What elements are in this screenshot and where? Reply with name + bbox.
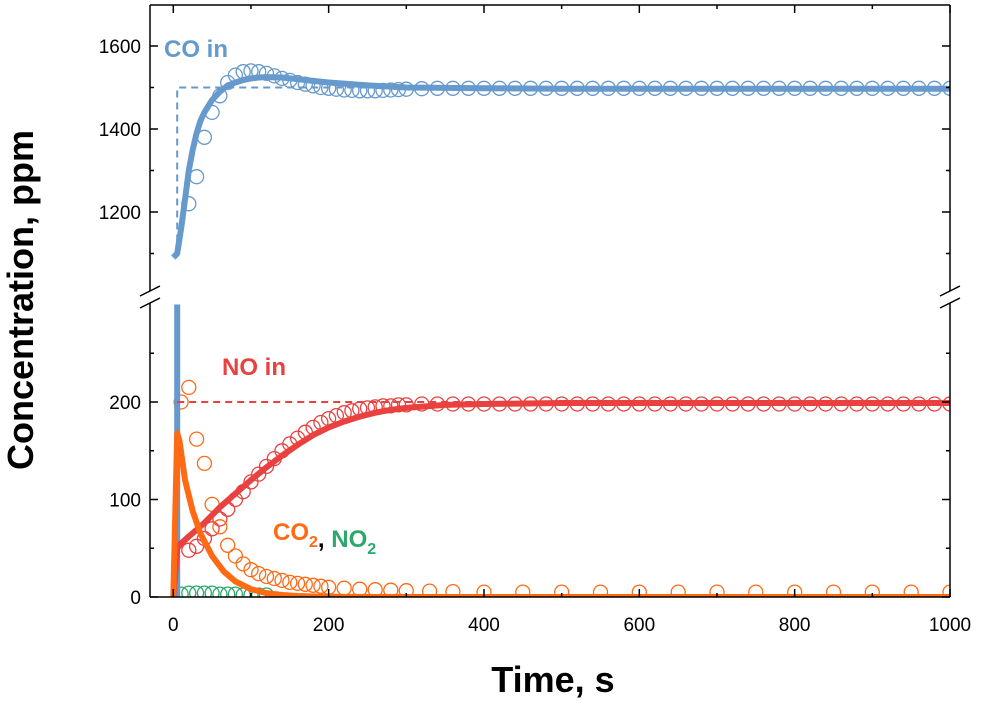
products-annotation: CO2, NO2	[273, 519, 376, 558]
x-tick-label: 1000	[929, 615, 971, 636]
co-fit-line	[171, 74, 950, 260]
no2-measured-point	[212, 586, 228, 597]
co2-measured-point	[942, 584, 950, 597]
co2-measured-point	[903, 584, 919, 597]
co2-measured-point	[289, 575, 306, 592]
co2-measured-point	[251, 565, 267, 582]
no-measured-point	[204, 521, 220, 537]
x-tick-label: 800	[779, 615, 811, 636]
no-fit-line	[170, 400, 950, 597]
co2-measured-point	[398, 583, 414, 597]
y-lower-tick-label: 0	[130, 588, 141, 609]
co2-measured-point	[196, 455, 213, 472]
co2-measured-point	[787, 584, 803, 597]
no-measured-point	[181, 542, 197, 558]
x-tick-label: 400	[468, 615, 500, 636]
co2-measured-point	[282, 574, 298, 591]
no-measured-point	[188, 538, 205, 554]
y-upper-tick-label: 1600	[99, 37, 141, 58]
co2-measured-point	[227, 548, 244, 564]
co-annotation: CO in	[164, 36, 228, 63]
no2-measured-point	[227, 586, 244, 597]
no-annotation-text: NO in	[222, 354, 286, 381]
y-upper-tick-label: 1200	[99, 203, 141, 224]
co2-measured-point	[421, 583, 438, 597]
lower-plot-area	[170, 304, 950, 597]
co2-measured-point	[825, 584, 842, 597]
no-measured-point	[390, 397, 407, 413]
co2-fit-line	[170, 430, 950, 597]
co2-measured-point	[592, 584, 609, 597]
axis-break-mark	[939, 297, 961, 309]
co2-measured-point	[297, 576, 313, 592]
no2-measured-point	[188, 585, 205, 597]
y-lower-tick-label: 100	[109, 491, 141, 512]
co2-measured-point	[266, 570, 282, 587]
no2-measured-point	[181, 585, 197, 597]
axis-break-mark	[139, 297, 161, 309]
y-upper-tick-label: 1400	[99, 120, 141, 141]
co2-measured-point	[709, 584, 725, 597]
no-measured-point	[212, 511, 228, 527]
co2-measured-point	[864, 584, 880, 597]
axis-break-mark	[939, 285, 961, 297]
no2-annotation-subscript: 2	[367, 541, 376, 558]
no-measured-point	[258, 458, 275, 475]
no2-measured-point	[220, 586, 236, 597]
co2-measured-point	[258, 568, 275, 585]
no-measured-point	[243, 474, 259, 490]
upper-plot-area	[171, 63, 950, 260]
co2-measured-point	[336, 580, 352, 596]
co2-measured-point	[445, 583, 461, 597]
x-axis-title: Time, s	[491, 659, 614, 700]
co2-measured-point	[515, 584, 531, 597]
co2-measured-point	[235, 556, 251, 572]
co2-measured-point	[212, 519, 228, 535]
co2-measured-point	[188, 431, 205, 447]
co2-measured-point	[670, 584, 686, 597]
co2-measured-point	[173, 394, 189, 410]
co2-measured-point	[383, 582, 399, 597]
y-lower-tick-label: 200	[109, 393, 141, 414]
no2-annotation-text: NO	[331, 526, 367, 553]
no2-measured-point	[196, 585, 213, 597]
co2-measured-point	[305, 577, 321, 593]
no2-measured-point	[204, 585, 220, 597]
co2-measured-point	[243, 562, 259, 578]
co-measured-point	[188, 169, 205, 185]
co2-measured-point	[631, 584, 647, 597]
co2-measured-point	[476, 584, 492, 597]
co2-measured-point	[274, 572, 290, 589]
co2-annotation-subscript: 2	[309, 534, 318, 551]
sep-annotation-text: ,	[318, 526, 331, 553]
no-annotation: NO in	[222, 354, 286, 381]
co2-annotation-text: CO	[273, 519, 309, 546]
co2-measured-point	[181, 379, 197, 396]
co-annotation-text: CO in	[164, 36, 228, 63]
co2-measured-point	[220, 537, 236, 553]
y-axis-title: Concentration, ppm	[0, 130, 41, 470]
co2-measured-point	[748, 584, 764, 597]
co-measured-point	[258, 65, 275, 82]
co2-measured-point	[554, 584, 570, 597]
co-inlet-line	[176, 86, 950, 254]
co2-measured-point	[313, 578, 329, 594]
x-tick-label: 0	[168, 615, 179, 636]
no-measured-point	[251, 466, 267, 482]
axis-break-mark	[139, 285, 161, 297]
x-tick-label: 200	[313, 615, 345, 636]
x-tick-label: 600	[623, 615, 655, 636]
no-measured-point	[383, 398, 399, 414]
